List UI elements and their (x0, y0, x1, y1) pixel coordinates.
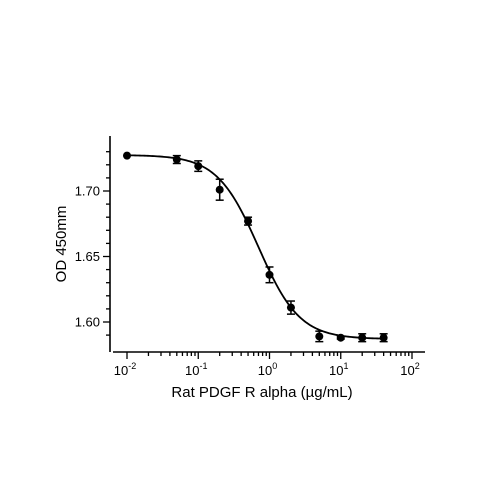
x-tick-label: 101 (329, 361, 348, 378)
y-axis-ticks: 1.60 1.65 1.70 (75, 151, 110, 336)
axes (109, 136, 425, 353)
x-tick-exponent: 1 (343, 361, 348, 371)
y-tick-label: 1.60 (75, 315, 100, 330)
point-marker (194, 162, 203, 171)
data-point (215, 178, 224, 201)
y-tick-label: 1.65 (75, 249, 100, 264)
data-point (265, 266, 274, 284)
x-tick-exponent: -1 (199, 361, 207, 371)
fit-curve-layer (126, 154, 384, 340)
data-point (244, 216, 253, 226)
data-point (172, 154, 181, 165)
x-axis-title: Rat PDGF R alpha (µg/mL) (171, 384, 352, 401)
data-points-layer (123, 151, 388, 343)
x-tick-label: 10-1 (185, 361, 207, 378)
point-marker (358, 333, 367, 342)
data-point (336, 333, 345, 342)
point-marker (315, 332, 324, 341)
x-axis-ticks: 10-2 10-1 100 101 102 (114, 352, 420, 378)
data-point (286, 300, 295, 315)
y-axis-title: OD 450mm (53, 206, 70, 283)
x-tick-base: 10 (400, 363, 414, 378)
x-tick-exponent: 2 (415, 361, 420, 371)
x-tick-base: 10 (329, 363, 343, 378)
x-tick-base: 10 (258, 363, 272, 378)
x-tick-label: 100 (258, 361, 277, 378)
x-tick-base: 10 (185, 363, 199, 378)
point-marker (172, 155, 181, 164)
fit-curve (126, 154, 384, 340)
data-point (123, 151, 131, 160)
data-point (194, 160, 203, 173)
point-marker (379, 333, 388, 342)
point-marker (286, 303, 295, 312)
point-marker (265, 270, 274, 279)
data-point (379, 333, 388, 343)
point-marker (336, 333, 345, 342)
data-point (315, 330, 324, 343)
point-marker (123, 151, 131, 160)
x-tick-label: 10-2 (114, 361, 136, 378)
x-tick-exponent: -2 (128, 361, 136, 371)
point-marker (244, 217, 253, 226)
y-tick-label: 1.70 (75, 184, 100, 199)
x-tick-label: 102 (400, 361, 419, 378)
data-point (358, 333, 367, 343)
x-tick-base: 10 (114, 363, 128, 378)
x-tick-exponent: 0 (272, 361, 277, 371)
point-marker (215, 185, 224, 194)
